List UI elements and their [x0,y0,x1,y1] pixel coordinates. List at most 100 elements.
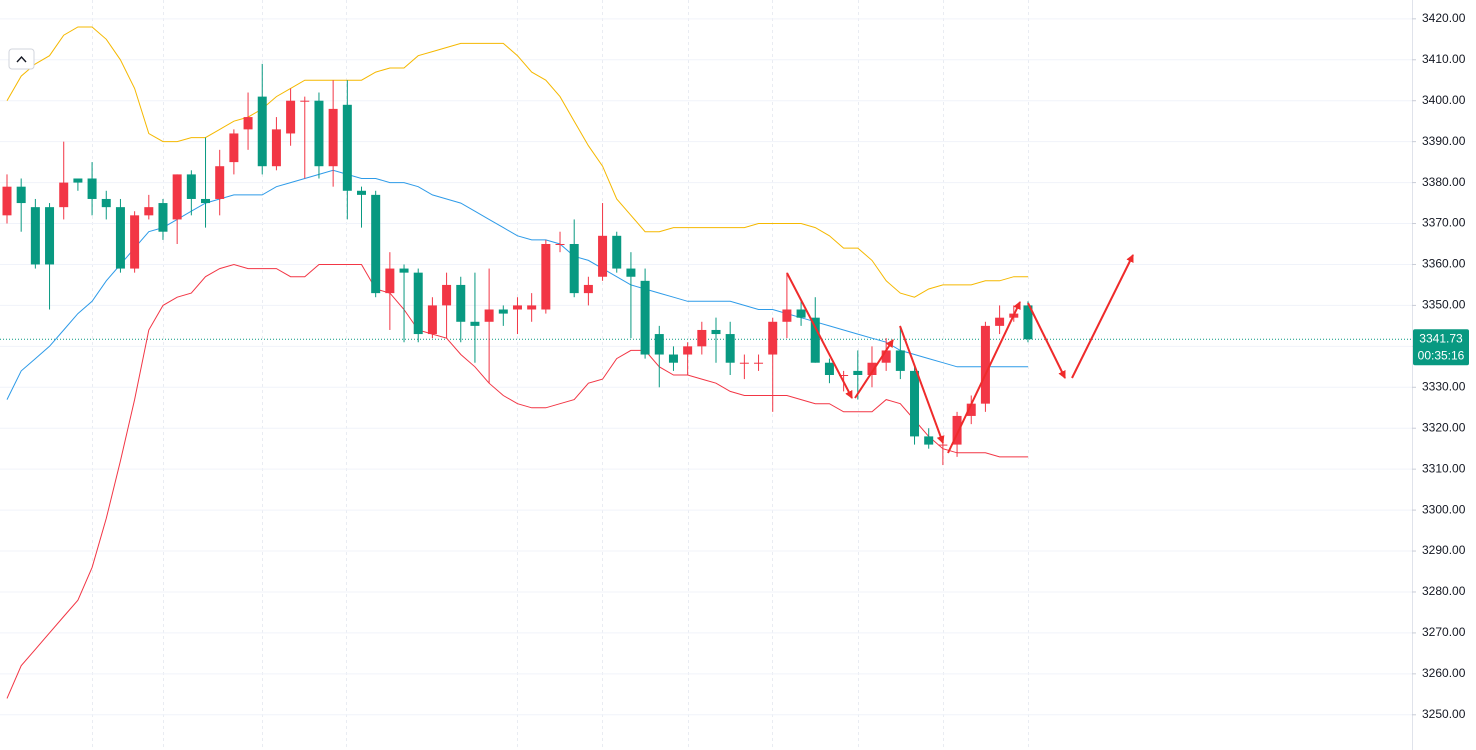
candle-body [158,203,168,232]
arrow [1071,254,1134,379]
candle-body [626,268,636,277]
candle-body [555,243,565,245]
y-tick-label: 3300.00 [1422,502,1466,516]
candle-body [257,96,267,167]
candle-body [527,305,537,310]
candle-body [598,235,608,277]
band-line [6,263,1028,699]
price-axis: 3250.00 3260.00 3270.00 3280.00 3290.00 3300.… [1412,11,1466,721]
y-tick-label: 3310.00 [1422,461,1466,475]
candle-body [498,309,508,314]
arrow [1027,302,1066,379]
candle-body [87,178,97,199]
y-tick-label: 3370.00 [1422,216,1466,230]
y-tick-label: 3360.00 [1422,257,1466,271]
button-frame[interactable] [8,48,35,70]
candle-body [839,375,849,376]
last-price-tag: 3341.73 00:35:16 [1413,329,1469,366]
last-price-label: 3341.73 [1419,331,1463,345]
candle-body [924,436,934,445]
candle-body [16,186,26,204]
candle-body [73,178,83,183]
candle-body [328,108,338,167]
candle-body [867,362,877,375]
candle-body [725,334,735,363]
candle-body [541,243,551,310]
candle-body [484,309,494,322]
candle-body [342,104,352,191]
candle-body [413,272,423,335]
candle-body [30,207,40,265]
candle-body [768,321,778,355]
candle-body [2,186,12,216]
candle-body [966,403,976,416]
candle-body [583,284,593,294]
arrow [854,339,894,399]
candle-body [427,305,437,335]
candle-body [357,190,366,195]
candle-body [654,334,664,355]
y-tick-label: 3260.00 [1422,666,1466,680]
y-tick-label: 3320.00 [1422,420,1466,434]
candle-body [186,174,196,199]
candle-body [229,133,239,163]
y-tick-label: 3250.00 [1422,707,1466,721]
candle-body [215,166,225,199]
drawn-arrows [786,254,1134,454]
candle-body [300,100,310,102]
candle-body [399,268,409,273]
candle-body [711,329,721,335]
collapse-button[interactable] [8,48,35,70]
candle-body [286,100,296,134]
candle-body [683,346,693,355]
arrow [947,301,1021,454]
countdown-label: 00:35:16 [1418,348,1465,362]
candle-body [45,207,55,265]
candle-body [101,198,111,208]
candle-body [824,362,834,375]
y-tick-label: 3290.00 [1422,543,1466,557]
candle-body [612,235,622,269]
candle-body [995,317,1005,326]
candle-body [980,325,990,404]
chevron-icon [16,55,27,63]
y-tick-label: 3350.00 [1422,298,1466,312]
y-tick-label: 3410.00 [1422,52,1466,66]
candle-body [938,444,948,446]
candle-body [881,350,891,363]
candle-body [668,354,678,363]
candle-body [442,284,452,306]
candle-body [910,370,920,437]
candles [2,63,1033,466]
candle-body [796,309,806,318]
candle-body [144,207,154,216]
candle-body [512,305,522,310]
candle-body [385,268,395,294]
candle-body [172,174,182,220]
candle-body [314,100,324,167]
candle-body [1023,305,1033,340]
tag-box [1413,329,1469,366]
candle-body [371,194,381,294]
y-tick-label: 3400.00 [1422,93,1466,107]
candle-body [59,182,69,208]
arrow [899,325,945,444]
candle-body [130,215,140,269]
arrow [786,272,853,399]
candle-body [271,129,281,167]
candle-body [243,117,253,130]
candle-body [470,321,480,326]
y-tick-label: 3420.00 [1422,11,1466,25]
candle-body [853,370,863,375]
candle-body [201,198,211,204]
band-line [6,26,1028,298]
candle-body [895,350,905,371]
grid [0,0,1412,750]
candle-body [952,415,962,445]
candle-body [569,243,579,294]
candle-body [810,317,820,363]
y-tick-label: 3390.00 [1422,134,1466,148]
candle-body [115,207,125,269]
y-tick-label: 3330.00 [1422,379,1466,393]
